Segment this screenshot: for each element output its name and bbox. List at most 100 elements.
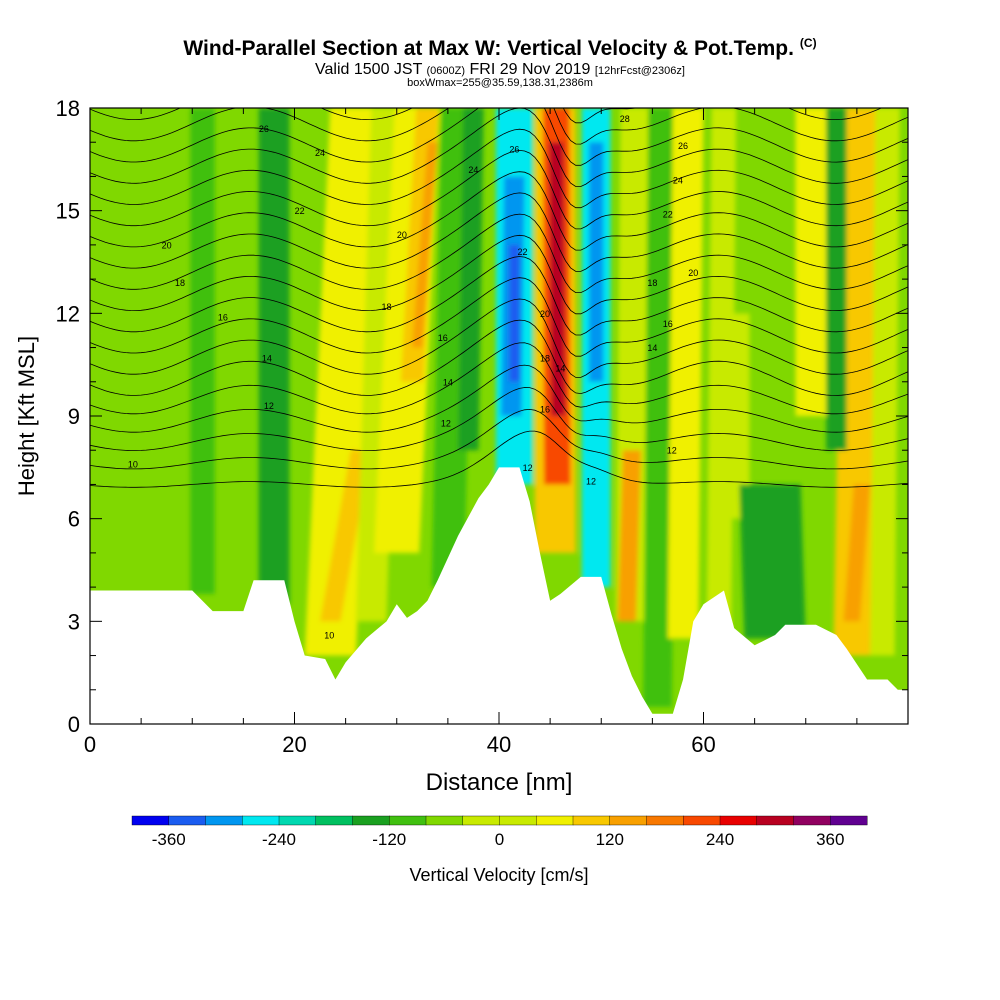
- contour-label-text: 26: [509, 145, 519, 155]
- contour-label-text: 14: [555, 364, 565, 374]
- contour-label: 16: [438, 333, 448, 343]
- y-tick-label: 18: [56, 96, 80, 121]
- colorbar-bin: [756, 815, 794, 826]
- contour-label: 14: [555, 364, 565, 374]
- colorbar-bin: [646, 815, 684, 826]
- contour-label-text: 24: [468, 165, 478, 175]
- contour-label: 28: [620, 114, 630, 124]
- velocity-band: [509, 244, 520, 382]
- x-axis: 0 20 40 60: [84, 108, 909, 757]
- contour-label: 18: [175, 278, 185, 288]
- velocity-band: [706, 108, 737, 639]
- theta-contour-line: [90, 108, 908, 145]
- velocity-band: [739, 484, 806, 639]
- velocity-band: [190, 108, 215, 594]
- colorbar-tick-label: 240: [706, 830, 734, 849]
- title-text: Wind-Parallel Section at Max W: Vertical…: [183, 37, 794, 60]
- contour-label-text: 12: [264, 401, 274, 411]
- velocity-band: [667, 108, 704, 639]
- contour-label-text: 20: [397, 230, 407, 240]
- contour-label: 18: [382, 302, 392, 312]
- contour-label-text: 24: [673, 175, 683, 185]
- theta-contour-line: [90, 192, 908, 272]
- contour-label: 24: [315, 148, 325, 158]
- contour-label-text: 16: [218, 312, 228, 322]
- contour-label: 24: [673, 175, 683, 185]
- theta-contour-line: [90, 298, 908, 378]
- velocity-band: [258, 108, 290, 605]
- contour-label: 20: [540, 309, 550, 319]
- x-tick-label: 60: [691, 732, 715, 757]
- contour-label: 24: [468, 165, 478, 175]
- colorbar-bin: [499, 815, 537, 826]
- velocity-band: [320, 450, 372, 622]
- contour-label-text: 20: [162, 240, 172, 250]
- velocity-band: [729, 313, 750, 519]
- contour-label-text: 14: [262, 353, 272, 363]
- y-tick-label: 3: [68, 609, 80, 634]
- velocity-band: [549, 142, 566, 416]
- contour-label-text: 26: [259, 124, 269, 134]
- contour-label-text: 24: [315, 148, 325, 158]
- velocity-band: [826, 108, 847, 451]
- contour-label: 14: [647, 343, 657, 353]
- contour-label-text: 20: [540, 309, 550, 319]
- contour-label-text: 14: [443, 377, 453, 387]
- contour-label: 14: [262, 353, 272, 363]
- colorbar-bin: [462, 815, 500, 826]
- colorbar-bin: [352, 815, 390, 826]
- theta-contour-line: [90, 128, 908, 209]
- y-axis-label: Height [Kft MSL]: [14, 336, 39, 496]
- colorbar-bin: [719, 815, 758, 826]
- theta-contour-line: [90, 256, 908, 336]
- contour-label: 12: [586, 477, 596, 487]
- x-axis-label: Distance [nm]: [426, 769, 573, 796]
- contour-label-text: 22: [295, 206, 305, 216]
- contour-label-text: 12: [523, 463, 533, 473]
- chart-title: Wind-Parallel Section at Max W: Vertical…: [0, 36, 1000, 61]
- contour-label: 22: [295, 206, 305, 216]
- contour-label: 20: [162, 240, 172, 250]
- colorbar-bin: [205, 815, 243, 826]
- contour-label: 22: [518, 247, 528, 257]
- contour-label-text: 16: [540, 405, 550, 415]
- theta-contour-line: [90, 430, 908, 488]
- contour-labels: 10 10 12 12 12 12 12 14 14 14 14 16 16 16 16 18 18 18 18 20…: [128, 114, 698, 641]
- velocity-band: [617, 450, 642, 622]
- y-tick-label: 12: [56, 301, 80, 326]
- colorbar-tick-label: 120: [596, 830, 624, 849]
- colorbar-bin: [131, 815, 170, 826]
- contour-label-text: 22: [518, 247, 528, 257]
- theta-contour-line: [90, 213, 908, 293]
- valid-date: FRI 29 Nov 2019: [469, 61, 591, 78]
- contour-label: 12: [667, 446, 677, 456]
- contour-label: 18: [540, 353, 550, 363]
- colorbar-bin: [425, 815, 464, 826]
- valid-prefix: Valid 1500 JST: [315, 61, 423, 78]
- theta-contour-line: [90, 364, 908, 433]
- theta-contour-line: [90, 277, 908, 357]
- colorbar-bin: [793, 815, 831, 826]
- colorbar-bin: [830, 815, 868, 826]
- colorbar: -360 -240 -120 0 120 240 360: [131, 815, 868, 849]
- contour-label-text: 20: [688, 268, 698, 278]
- contour-label-text: 12: [667, 446, 677, 456]
- colorbar-label: Vertical Velocity [cm/s]: [409, 865, 588, 885]
- contour-label-text: 28: [620, 114, 630, 124]
- contour-label: 16: [663, 319, 673, 329]
- colorbar-bin: [242, 815, 280, 826]
- theta-contour-line: [90, 149, 908, 230]
- colorbar-bin: [278, 815, 317, 826]
- colorbar-tick-label: -360: [152, 830, 186, 849]
- contour-label-text: 26: [678, 141, 688, 151]
- colorbar-bin: [315, 815, 353, 826]
- contour-label-text: 18: [540, 353, 550, 363]
- box-info: boxWmax=255@35.59,138.31,2386m: [407, 77, 593, 89]
- theta-contour-line: [90, 387, 908, 452]
- contour-label-text: 16: [663, 319, 673, 329]
- colorbar-bin: [572, 815, 611, 826]
- y-tick-label: 0: [68, 712, 80, 737]
- contour-label: 12: [264, 401, 274, 411]
- contour-label-text: 18: [175, 278, 185, 288]
